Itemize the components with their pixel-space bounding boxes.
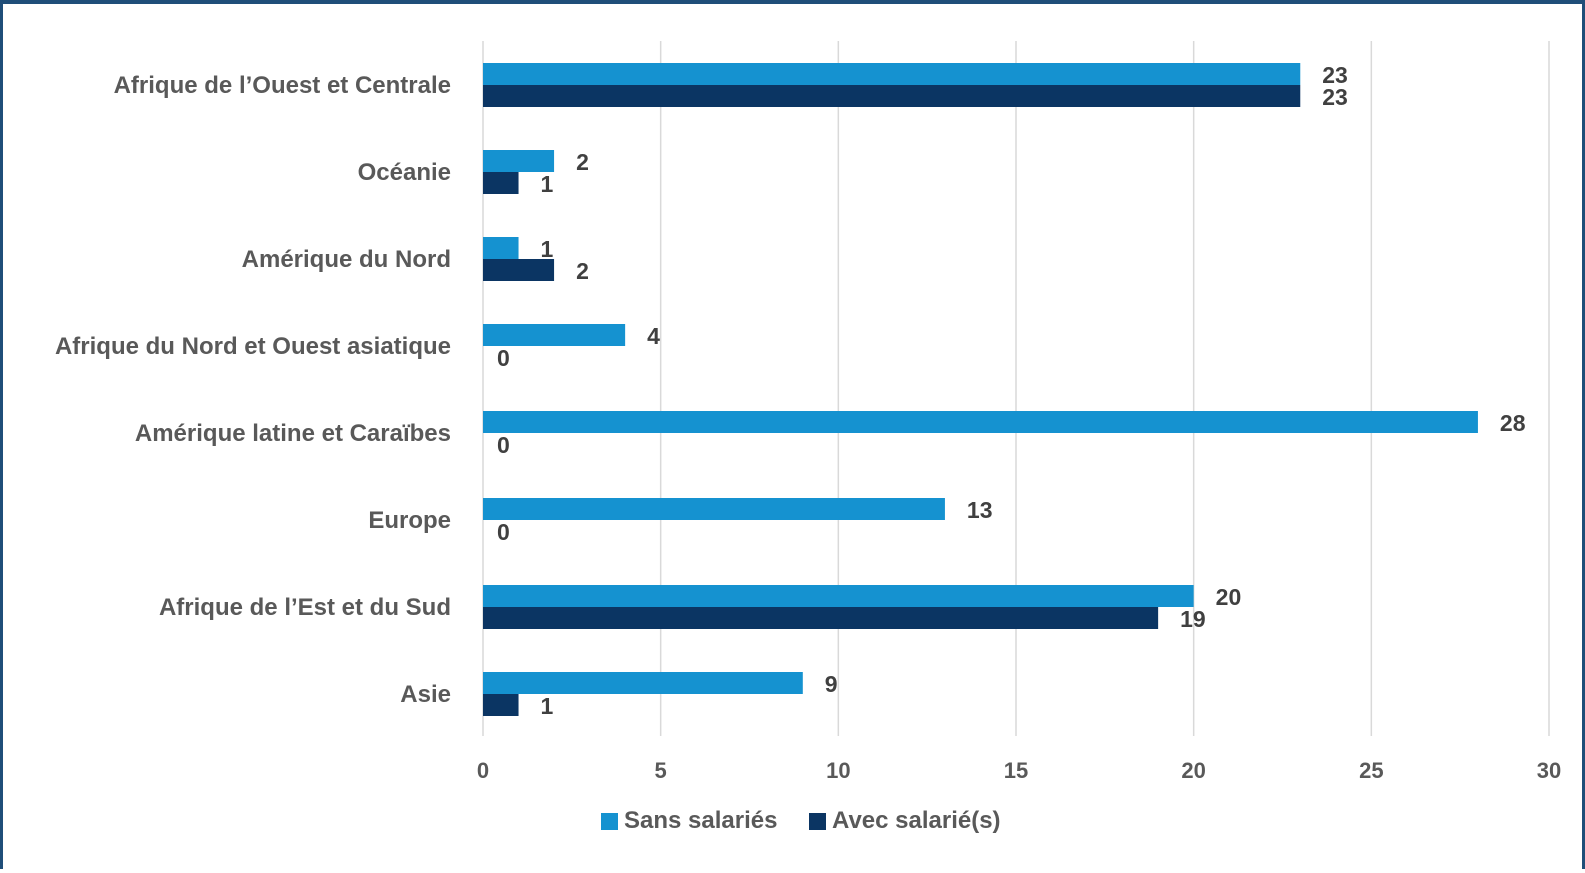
legend-swatch <box>809 813 826 830</box>
data-label: 20 <box>1216 584 1242 610</box>
bar-avec-salaries <box>483 85 1301 107</box>
category-label: Afrique du Nord et Ouest asiatique <box>55 333 451 360</box>
legend-label: Sans salariés <box>624 807 777 834</box>
bar-sans-salaries <box>483 411 1478 433</box>
x-tick-label: 30 <box>1537 758 1561 783</box>
category-label: Afrique de l’Est et du Sud <box>159 594 451 621</box>
bar-sans-salaries <box>483 324 626 346</box>
category-label: Afrique de l’Ouest et Centrale <box>114 72 451 99</box>
x-tick-label: 15 <box>1004 758 1028 783</box>
data-label: 23 <box>1322 84 1348 110</box>
bar-sans-salaries <box>483 672 803 694</box>
x-tick-label: 10 <box>826 758 850 783</box>
data-label: 1 <box>541 693 554 719</box>
bar-sans-salaries <box>483 237 519 259</box>
data-label: 2 <box>576 149 589 175</box>
bar-avec-salaries <box>483 694 519 716</box>
bar-sans-salaries <box>483 63 1301 85</box>
data-label: 19 <box>1180 606 1206 632</box>
bar-avec-salaries <box>483 259 555 281</box>
category-label: Asie <box>400 681 451 708</box>
category-label: Europe <box>368 507 451 534</box>
category-labels: Afrique de l’Ouest et Centrale Océanie Amé… <box>55 72 451 708</box>
x-axis-ticks: 0 5 10 15 20 25 30 <box>477 758 1561 783</box>
data-label: 0 <box>497 519 510 545</box>
x-tick-label: 5 <box>655 758 667 783</box>
x-tick-label: 25 <box>1359 758 1383 783</box>
category-label: Amérique du Nord <box>242 246 451 273</box>
data-label: 28 <box>1500 410 1526 436</box>
bar-avec-salaries <box>483 172 519 194</box>
category-label: Amérique latine et Caraïbes <box>135 420 451 447</box>
bar-sans-salaries <box>483 150 555 172</box>
data-label: 4 <box>647 323 660 349</box>
bar-sans-salaries <box>483 498 945 520</box>
bar-avec-salaries <box>483 607 1159 629</box>
data-label: 0 <box>497 432 510 458</box>
data-label: 9 <box>825 671 838 697</box>
data-label: 2 <box>576 258 589 284</box>
category-label: Océanie <box>358 159 451 186</box>
data-label: 13 <box>967 497 993 523</box>
legend-label: Avec salarié(s) <box>832 807 1001 834</box>
legend-swatch <box>601 813 618 830</box>
data-label: 1 <box>541 236 554 262</box>
data-label: 23 <box>1322 62 1348 88</box>
x-tick-label: 0 <box>477 758 489 783</box>
data-label: 0 <box>497 345 510 371</box>
bars <box>483 63 1478 716</box>
legend: Sans salariés Avec salarié(s) <box>601 807 1001 834</box>
data-label: 1 <box>541 171 554 197</box>
x-tick-label: 20 <box>1181 758 1205 783</box>
bar-sans-salaries <box>483 585 1194 607</box>
gridlines <box>482 41 1550 736</box>
